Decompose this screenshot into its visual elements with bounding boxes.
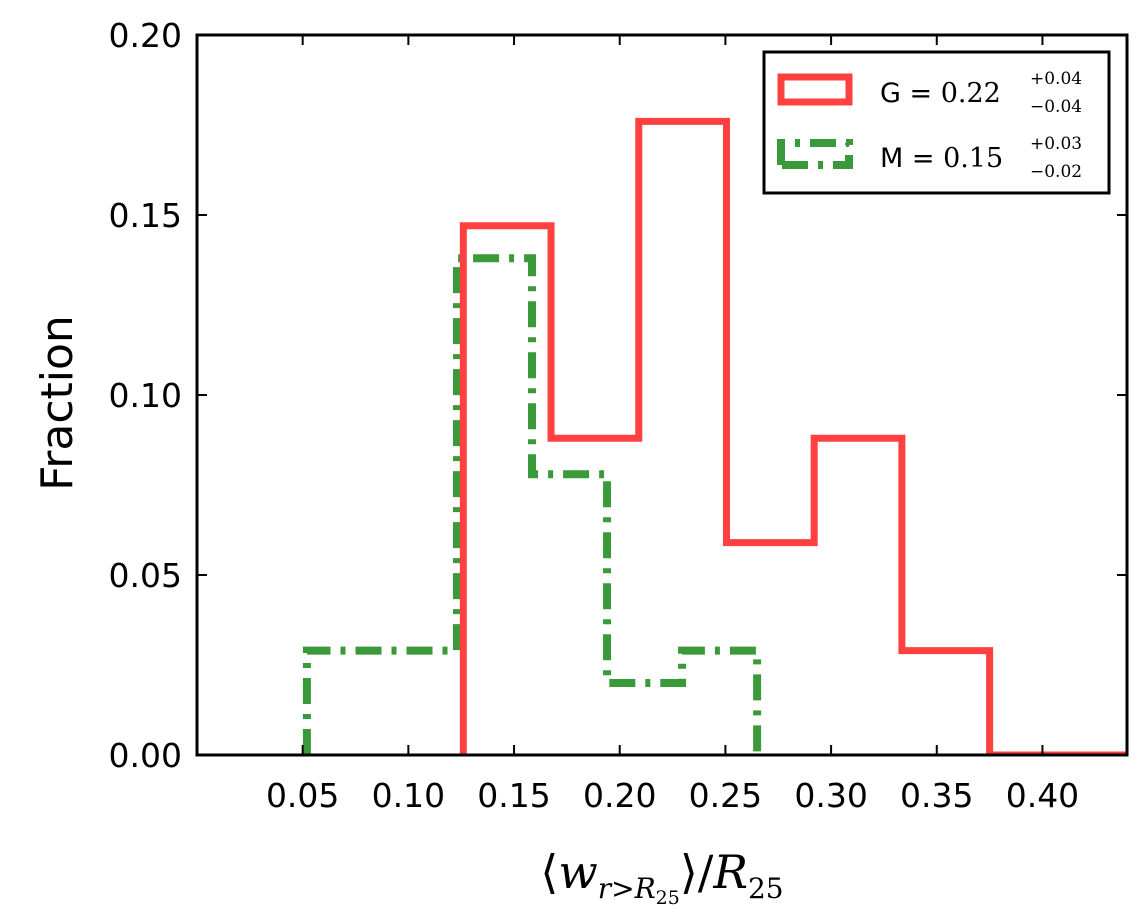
legend-swatch-m [777, 139, 853, 169]
x-tick-label: 0.25 [689, 776, 762, 815]
x-tick-label: 0.05 [266, 776, 339, 815]
histogram-series-m [302, 254, 762, 755]
x-tick-label: 0.35 [900, 776, 973, 815]
legend-g-sub: −0.04 [1030, 97, 1082, 117]
y-tick-label: 0.20 [109, 16, 182, 55]
x-tick-label: 0.15 [477, 776, 550, 815]
tick-label-layer: 0.05 0.10 0.15 0.20 0.25 0.30 0.35 0.40 0.00 0.05… [109, 16, 1080, 815]
x-axis-title: ⟨wr>R25⟩/R25 [540, 845, 783, 909]
legend-m-sub: −0.02 [1030, 162, 1082, 182]
legend-swatch-m-outline [777, 139, 853, 169]
x-axis-slash: / [698, 845, 714, 899]
x-axis-sub-R-index: 25 [656, 887, 680, 909]
legend-m-value: 0.15 [943, 143, 1003, 174]
x-tick-label: 0.10 [372, 776, 445, 815]
x-tick-label: 0.40 [1006, 776, 1079, 815]
x-axis-close-bracket: ⟩ [680, 845, 698, 899]
y-tick-label: 0.15 [109, 196, 182, 235]
y-tick-label: 0.00 [109, 736, 182, 775]
legend-label-m: M = 0.15 [880, 143, 1003, 174]
x-axis-denominator: R [712, 845, 748, 899]
series-layer [302, 117, 1127, 755]
histogram-series-g [459, 117, 1127, 755]
x-axis-sub-R: R [634, 872, 656, 905]
y-tick-label: 0.05 [109, 556, 182, 595]
plot-frame [195, 33, 1129, 757]
legend: G = 0.22 +0.04 −0.04 M = 0.15 +0.03 −0.0… [762, 50, 1111, 195]
legend-swatch-g [777, 73, 853, 106]
x-axis-sub-r: r [598, 872, 613, 905]
x-axis-var: w [558, 845, 597, 899]
x-axis-denominator-sub: 25 [748, 872, 784, 905]
x-axis-sub-gt: > [611, 872, 634, 905]
legend-m-prefix: M = [880, 143, 943, 174]
x-axis-open-bracket: ⟨ [540, 845, 558, 899]
legend-g-sup: +0.04 [1030, 69, 1082, 89]
x-tick-label: 0.20 [583, 776, 656, 815]
legend-g-value: 0.22 [941, 78, 1001, 109]
legend-m-sup: +0.03 [1030, 134, 1082, 154]
legend-label-g: G = 0.22 [880, 78, 1001, 109]
y-axis-title: Fraction [32, 315, 83, 491]
x-tick-label: 0.30 [794, 776, 867, 815]
legend-g-prefix: G = [880, 78, 941, 109]
y-tick-label: 0.10 [109, 376, 182, 415]
